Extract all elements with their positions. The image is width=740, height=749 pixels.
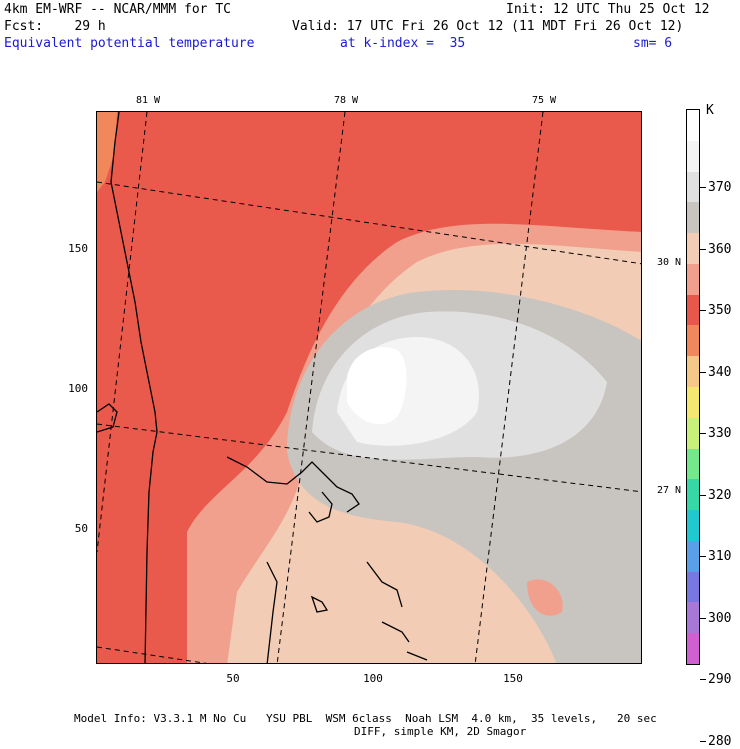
colorbar-tick xyxy=(700,556,706,558)
colorbar-tick xyxy=(700,741,706,742)
model-info-2: DIFF, simple KM, 2D Smagor xyxy=(354,725,527,738)
colorbar xyxy=(686,109,700,665)
x-tick-100: 100 xyxy=(363,672,383,685)
x-tick-150: 150 xyxy=(503,672,523,685)
colorbar-label: 320 xyxy=(708,487,732,503)
colorbar-segment xyxy=(687,479,699,511)
colorbar-tick xyxy=(700,248,706,250)
lon-label-81w: 81 W xyxy=(136,95,161,106)
colorbar-segment xyxy=(687,633,699,665)
colorbar-tick xyxy=(700,494,706,496)
colorbar-segment xyxy=(687,540,699,573)
colorbar-segment xyxy=(687,325,699,357)
colorbar-tick xyxy=(700,310,706,312)
x-tick-50: 50 xyxy=(226,672,240,685)
colorbar-label: 300 xyxy=(708,610,732,626)
colorbar-segment xyxy=(687,263,699,296)
lon-label-75w: 75 W xyxy=(532,95,557,106)
smoothing: sm= 6 xyxy=(633,36,673,51)
colorbar-label: 310 xyxy=(708,549,732,565)
colorbar-segment xyxy=(687,510,699,542)
field-name: Equivalent potential temperature xyxy=(4,36,255,51)
colorbar-segment xyxy=(687,571,699,603)
valid-time: Valid: 17 UTC Fri 26 Oct 12 (11 MDT Fri … xyxy=(292,19,684,34)
k-index: at k-index = 35 xyxy=(340,36,466,51)
colorbar-segment xyxy=(687,202,699,234)
colorbar-segment xyxy=(687,140,699,173)
colorbar-tick xyxy=(700,617,706,619)
colorbar-segment xyxy=(687,233,699,265)
colorbar-segment xyxy=(687,171,699,203)
colorbar-unit: K xyxy=(706,103,714,118)
colorbar-label: 330 xyxy=(708,426,732,442)
colorbar-label: 280 xyxy=(708,734,732,749)
colorbar-segment xyxy=(687,387,699,419)
colorbar-label: 370 xyxy=(708,180,732,195)
y-tick-50: 50 xyxy=(74,522,88,535)
map-plot-area xyxy=(96,111,642,664)
colorbar-segment xyxy=(687,110,699,142)
colorbar-segment xyxy=(687,356,699,388)
colorbar-tick xyxy=(700,433,706,435)
colorbar-tick xyxy=(700,679,706,681)
colorbar-label: 340 xyxy=(708,364,732,380)
theta-e-field xyxy=(97,112,641,663)
colorbar-label: 350 xyxy=(708,303,732,319)
lat-label-30n: 30 N xyxy=(657,257,682,268)
init-time: Init: 12 UTC Thu 25 Oct 12 xyxy=(506,2,710,17)
colorbar-label: 360 xyxy=(708,241,732,257)
model-title: 4km EM-WRF -- NCAR/MMM for TC xyxy=(4,2,231,17)
lat-label-27n: 27 N xyxy=(657,485,682,496)
colorbar-tick xyxy=(700,371,706,373)
colorbar-segment xyxy=(687,602,699,634)
lon-label-78w: 78 W xyxy=(334,95,359,106)
model-info: Model Info: V3.3.1 M No Cu YSU PBL WSM 6… xyxy=(74,712,657,725)
y-tick-150: 150 xyxy=(68,242,88,255)
colorbar-segment xyxy=(687,294,699,326)
colorbar-label: 290 xyxy=(708,672,732,688)
y-tick-100: 100 xyxy=(68,382,88,395)
forecast-hour: Fcst: 29 h xyxy=(4,19,106,34)
colorbar-segment xyxy=(687,417,699,450)
colorbar-tick xyxy=(700,187,706,188)
colorbar-segment xyxy=(687,448,699,480)
